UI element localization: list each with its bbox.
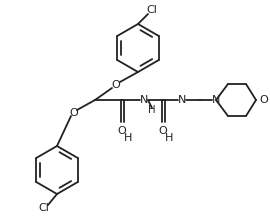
Text: O: O [70,108,78,118]
Text: O: O [112,80,120,90]
Text: O: O [159,126,167,136]
Text: H: H [124,133,132,143]
Text: N: N [178,95,186,105]
Text: N: N [140,95,148,105]
Text: O: O [118,126,126,136]
Text: H: H [148,105,156,115]
Text: H: H [165,133,173,143]
Text: Cl: Cl [147,5,157,15]
Text: O: O [260,95,268,105]
Text: N: N [212,95,220,105]
Text: Cl: Cl [39,203,49,213]
